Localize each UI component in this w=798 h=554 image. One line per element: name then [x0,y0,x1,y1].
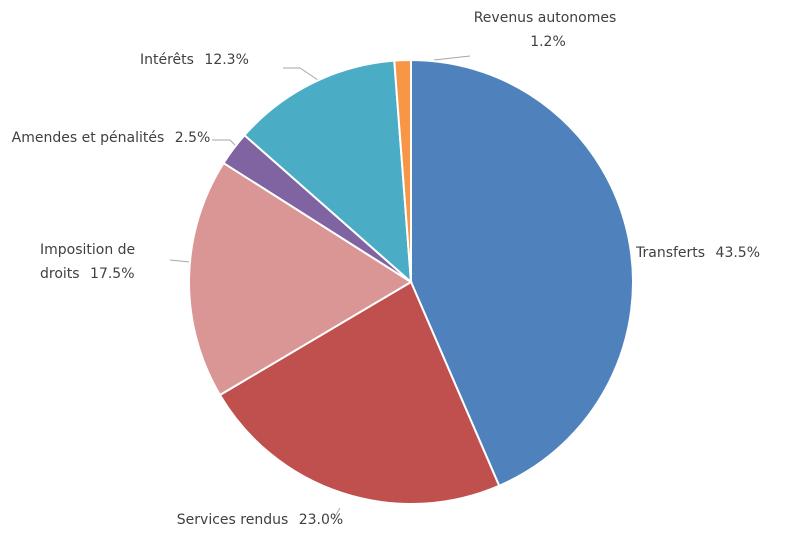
pie-slice [218,280,501,505]
leader-line [332,507,341,521]
data-label: Imposition de droits 17.5% [40,238,170,286]
category-label: Services rendus [176,512,289,528]
category-label: Revenus autonomes [473,10,617,26]
value-label: 23.0% [298,512,344,528]
data-label: Intérêts 12.3% [140,48,290,72]
data-label: Revenus autonomes 1.2% [470,6,620,54]
category-label: Transferts [636,245,706,261]
leader-line [433,55,471,61]
category-label: Intérêts [140,52,194,68]
data-label: Amendes et pénalités 2.5% [8,126,214,150]
category-label: Imposition de droits [40,242,136,282]
value-label: 17.5% [90,266,135,282]
pie-slice [243,59,413,285]
category-label: Amendes et pénalités [11,130,165,146]
pie-slice [393,58,412,283]
leader-line [212,139,237,147]
value-label: 2.5% [174,130,211,146]
leader-line [283,67,319,81]
value-label: 43.5% [715,245,761,261]
pie-slice [188,161,413,397]
value-label: 12.3% [204,52,249,68]
pie-slice [410,58,634,488]
leader-line [169,259,191,263]
data-label: Transferts 43.5% [636,241,796,265]
value-label: 1.2% [530,34,566,50]
leader-lines [169,55,471,521]
data-label: Services rendus 23.0% [175,508,345,532]
